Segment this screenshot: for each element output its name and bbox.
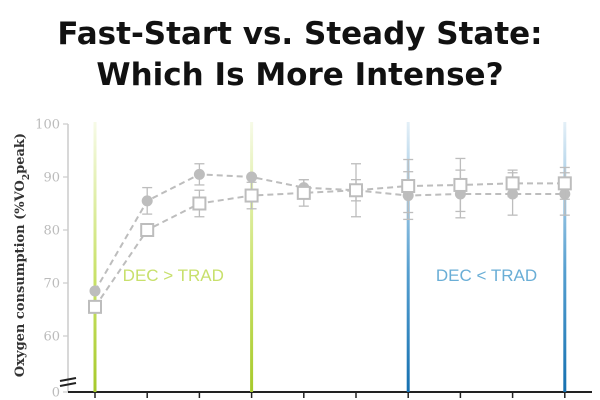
data-point bbox=[192, 196, 207, 211]
series-line bbox=[94, 173, 565, 292]
zone-lines bbox=[93, 122, 567, 392]
zone-boundary-line bbox=[563, 122, 567, 392]
data-point bbox=[505, 176, 520, 191]
data-point bbox=[246, 171, 258, 183]
y-tick-label: 0 bbox=[52, 386, 60, 400]
y-tick-label: 90 bbox=[43, 171, 60, 186]
series bbox=[88, 157, 572, 314]
zone-boundary-line bbox=[93, 122, 97, 392]
series-open-square bbox=[88, 157, 572, 314]
y-tick-label: 60 bbox=[43, 330, 60, 345]
zone-label: DEC > TRAD bbox=[123, 266, 224, 285]
axis-break bbox=[59, 377, 77, 387]
data-point bbox=[244, 188, 259, 203]
y-tick-label: 100 bbox=[35, 118, 60, 133]
title-line-1: Fast-Start vs. Steady State: bbox=[57, 16, 543, 52]
data-point bbox=[193, 168, 205, 180]
data-point bbox=[296, 185, 311, 200]
zone-boundary-line bbox=[406, 122, 410, 392]
y-tick-label: 80 bbox=[43, 224, 60, 239]
chart-title: Fast-Start vs. Steady State: Which Is Mo… bbox=[0, 14, 600, 96]
data-point bbox=[453, 177, 468, 192]
y-tick-label: 70 bbox=[43, 277, 60, 292]
axes bbox=[59, 124, 592, 393]
data-point bbox=[141, 195, 153, 207]
data-point bbox=[557, 176, 572, 191]
data-point bbox=[349, 183, 363, 198]
y-ticks: 100 90 80 70 60 0 bbox=[35, 118, 68, 400]
x-ticks bbox=[94, 392, 566, 398]
series-line bbox=[94, 182, 565, 308]
data-point bbox=[88, 299, 102, 314]
data-point bbox=[89, 285, 101, 297]
title-line-2: Which Is More Intense? bbox=[96, 57, 504, 93]
zone-label: DEC < TRAD bbox=[436, 266, 537, 285]
data-point bbox=[401, 179, 416, 194]
y-axis-label: Oxygen consumption (%VO2peak) bbox=[13, 133, 32, 377]
zone-labels: DEC > TRAD DEC < TRAD bbox=[123, 266, 537, 285]
data-point bbox=[140, 223, 155, 237]
zone-boundary-line bbox=[250, 122, 254, 392]
